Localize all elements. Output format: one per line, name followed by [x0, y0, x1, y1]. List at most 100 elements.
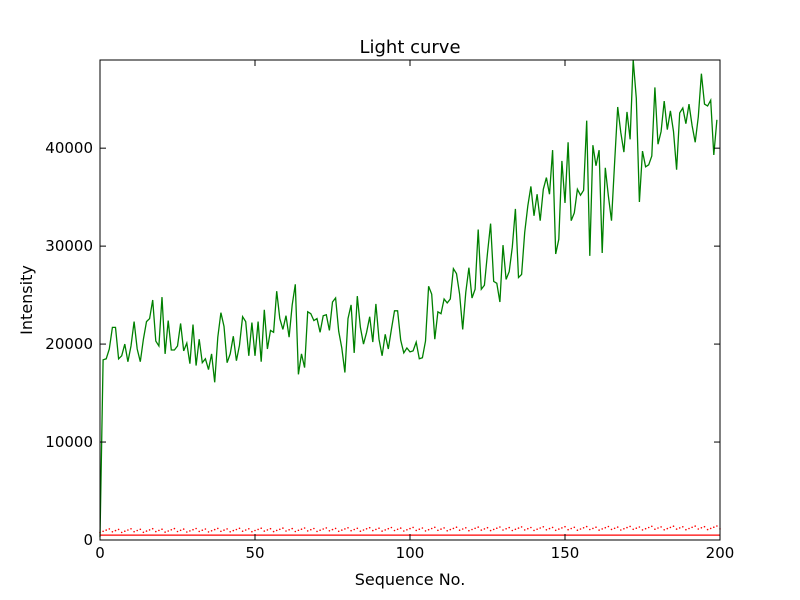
series-2-point	[223, 529, 225, 531]
series-2-point	[285, 530, 287, 532]
ticks-layer: 0 50 100 150 200 0 10000 20000 30000 40000	[45, 60, 734, 562]
series-2-point	[616, 526, 619, 528]
series-2-point	[248, 528, 250, 530]
series-2-point	[440, 528, 442, 530]
series-2-point	[310, 528, 312, 531]
series-2-point	[706, 528, 709, 531]
series-2-point	[700, 527, 703, 529]
series-2-point	[641, 529, 644, 531]
series-2-point	[263, 530, 266, 532]
series-2-point	[406, 529, 408, 531]
series-2-point	[582, 527, 585, 529]
series-2-point	[486, 526, 489, 529]
series-2-point	[434, 526, 436, 529]
series-2-point	[492, 528, 495, 531]
series-2-point	[325, 527, 328, 529]
series-2-point	[610, 528, 613, 531]
series-2-point	[430, 527, 433, 530]
series-2-point	[523, 529, 526, 531]
x-tick-label: 0	[95, 544, 105, 562]
series-2-point	[468, 529, 470, 532]
series-2-point	[511, 529, 514, 532]
series-2-point	[387, 527, 390, 530]
series-0-line	[99, 59, 718, 538]
series-2-point	[192, 528, 194, 531]
series-2-point	[663, 529, 665, 531]
series-2-point	[412, 526, 414, 529]
series-2-point	[127, 529, 129, 531]
series-2-point	[359, 530, 362, 532]
series-2-point	[443, 527, 445, 529]
series-2-point	[632, 528, 634, 531]
series-2-point	[483, 528, 486, 530]
series-2-point	[623, 528, 625, 530]
series-2-point	[585, 525, 588, 528]
series-2-point	[709, 527, 712, 530]
series-2-point	[697, 528, 700, 530]
y-tick-label: 40000	[45, 139, 93, 157]
series-2-point	[244, 529, 247, 531]
series-2-point	[669, 526, 672, 529]
series-2-point	[675, 528, 678, 530]
series-2-point	[660, 526, 662, 528]
y-tick-label: 10000	[45, 433, 93, 451]
x-axis-label: Sequence No.	[355, 570, 466, 589]
series-2-point	[539, 527, 541, 529]
series-2-point	[282, 527, 284, 529]
series-2-point	[477, 526, 480, 528]
series-2-point	[713, 526, 715, 528]
series-2-point	[179, 529, 182, 532]
series-2-point	[604, 526, 607, 529]
series-2-point	[241, 530, 244, 532]
series-2-point	[598, 529, 600, 531]
x-tick-label: 50	[245, 544, 264, 562]
series-2-point	[117, 528, 120, 531]
series-2-point	[142, 531, 145, 534]
series-2-point	[471, 528, 473, 531]
series-2-point	[316, 530, 318, 533]
x-tick-label: 200	[706, 544, 735, 562]
series-2-point	[220, 530, 222, 533]
series-2-point	[266, 529, 269, 531]
series-2-point	[403, 530, 405, 532]
series-2-point	[114, 529, 117, 532]
series-2-point	[678, 527, 681, 529]
series-2-point	[573, 526, 576, 529]
series-2-point	[396, 528, 399, 531]
series-2-point	[651, 525, 653, 528]
series-2-point	[694, 525, 696, 527]
series-2-point	[514, 528, 517, 531]
series-2-point	[198, 530, 200, 533]
series-2-point	[620, 529, 622, 531]
series-2-point	[372, 529, 374, 532]
series-2-point	[254, 529, 256, 532]
series-2-point	[542, 526, 545, 528]
series-2-point	[424, 530, 427, 532]
series-2-point	[275, 529, 278, 532]
series-2-point	[294, 530, 297, 533]
series-2-point	[480, 529, 483, 531]
series-2-point	[446, 530, 449, 532]
series-2-point	[716, 525, 718, 527]
series-2-point	[288, 529, 290, 531]
series-2-point	[105, 529, 107, 531]
y-tick-label: 30000	[45, 237, 93, 255]
series-2-point	[229, 531, 231, 533]
series-2-point	[353, 528, 356, 531]
series-2-point	[145, 530, 148, 532]
series-2-point	[108, 528, 111, 530]
series-2-point	[548, 527, 551, 530]
series-2-point	[291, 527, 294, 530]
series-2-point	[601, 528, 603, 530]
series-2-point	[666, 527, 669, 530]
x-tick-label: 150	[551, 544, 580, 562]
series-2-point	[657, 527, 659, 529]
series-2-point	[393, 529, 396, 532]
series-2-point	[303, 527, 306, 529]
series-2-point	[226, 528, 228, 530]
series-2-point	[399, 527, 402, 529]
series-2-point	[322, 528, 325, 530]
series-2-point	[458, 529, 461, 531]
series-2-point	[201, 529, 204, 531]
series-2-point	[567, 528, 569, 531]
